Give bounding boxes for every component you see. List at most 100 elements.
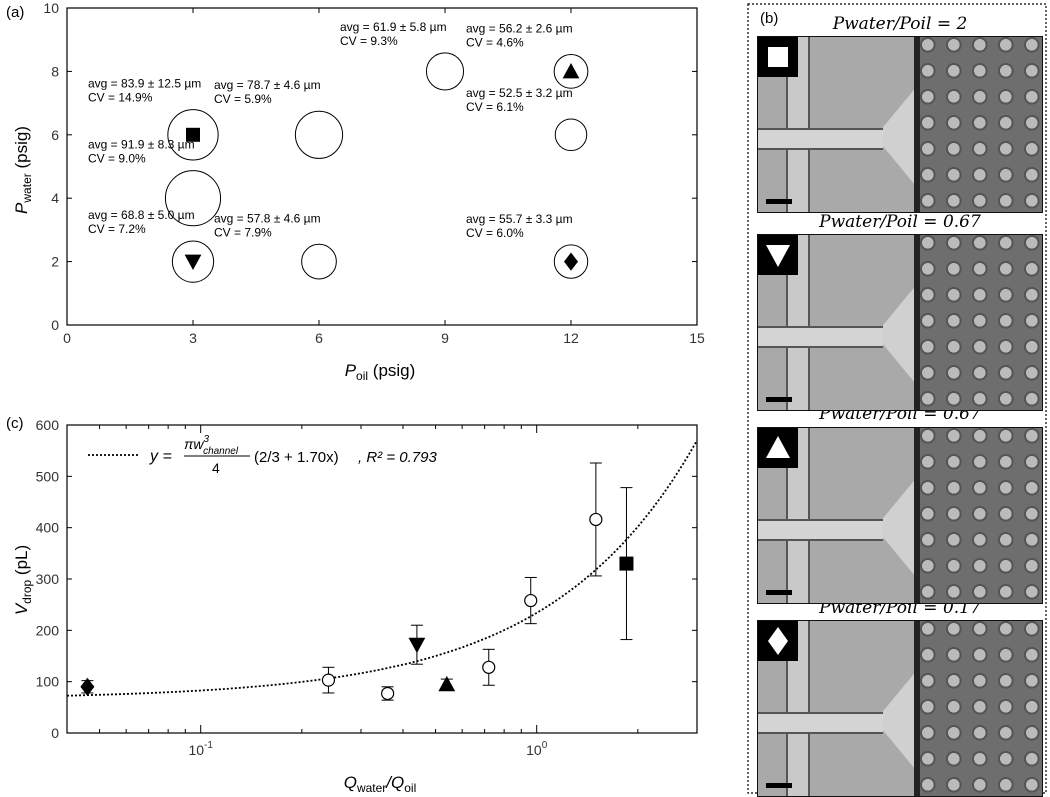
micrograph-4 [757, 620, 1043, 797]
up-triangle-point [438, 675, 456, 692]
circle-point [524, 593, 538, 608]
square-point [619, 556, 634, 571]
point-label: avg = 78.7 ± 4.6 µm [214, 78, 321, 92]
micrograph-2 [757, 234, 1043, 411]
legend-inner: (2/3 + 1.70x) [254, 449, 339, 466]
point-label: CV = 7.2% [88, 222, 146, 236]
down-triangle-marker-icon [766, 245, 790, 267]
point-label: avg = 61.9 ± 5.8 µm [340, 20, 447, 34]
y-tick-label: 300 [36, 571, 60, 587]
micrograph-title-2: Pwater/Poil = 0.67 [819, 212, 981, 232]
inlet-channel [786, 37, 811, 212]
point-label: avg = 83.9 ± 12.5 µm [88, 77, 201, 91]
point-label: CV = 5.9% [214, 92, 272, 106]
down-triangle-point [408, 637, 426, 654]
diamond-marker-icon [768, 627, 788, 655]
point-label: CV = 9.3% [340, 34, 398, 48]
panel-b-letter: (b) [760, 10, 779, 27]
up-triangle-marker-icon [766, 436, 790, 458]
y-tick-label: 600 [36, 417, 60, 433]
y-tick-label: 6 [51, 127, 59, 143]
x-tick-label: 0 [63, 330, 71, 346]
panel-c-xlabel-sub1: water [356, 781, 386, 795]
legend-numerator: πw3 channel [184, 434, 239, 457]
diamond-point [80, 677, 95, 696]
y-tick-label: 4 [51, 190, 59, 206]
panel-a: (a) 0 3 6 9 12 15 0 2 4 6 8 10 avg = 83.9 ± 12.5 µm… [6, 0, 705, 383]
panel-c-points [80, 462, 634, 701]
droplet-reservoir [914, 428, 1042, 603]
x-tick-label: 12 [563, 330, 579, 346]
y-tick-label: 200 [36, 622, 60, 638]
circle-point [589, 512, 603, 527]
x-tick-base: 10 [526, 742, 542, 758]
x-tick-label: 9 [441, 330, 449, 346]
droplet-circle [164, 170, 222, 227]
panel-a-ylabel: Pwater (psig) [12, 126, 34, 214]
inlet-channel [786, 428, 811, 603]
circle-point [482, 660, 496, 674]
up-triangle-marker [562, 63, 580, 79]
y-tick-label: 500 [36, 468, 60, 484]
square-marker [186, 127, 200, 142]
water-channel [758, 519, 883, 541]
water-channel [758, 712, 883, 734]
up-triangle-marker-badge [758, 428, 798, 468]
droplet-circle [425, 52, 465, 91]
panel-a-ticks: 0 3 6 9 12 15 0 2 4 6 8 10 [43, 0, 705, 346]
point-label: avg = 91.9 ± 8.3 µm [88, 138, 195, 152]
down-triangle-marker [184, 254, 202, 270]
x-tick-label: 6 [315, 330, 323, 346]
nozzle [882, 287, 915, 382]
inlet-channel [786, 621, 811, 796]
panel-a-ylabel-sub: water [20, 173, 34, 203]
square-marker-icon [768, 47, 788, 67]
water-channel [758, 326, 883, 348]
diamond-marker [564, 252, 578, 271]
legend-num: πw [184, 436, 204, 452]
panel-c-xlabel-sub2: oil [404, 781, 416, 795]
nozzle [882, 480, 915, 575]
x-tick-label: 100 [526, 740, 548, 758]
legend-subscript: channel [203, 446, 239, 457]
panel-a-xlabel: Poil (psig) [345, 361, 416, 383]
nozzle [882, 673, 915, 768]
y-tick-label: 100 [36, 674, 60, 690]
circle-point [321, 673, 336, 687]
point-label: CV = 6.1% [466, 100, 524, 114]
scale-bar [766, 397, 792, 402]
point-label: CV = 7.9% [214, 225, 272, 239]
water-channel [758, 128, 883, 150]
panel-a-xlabel-unit: (psig) [368, 361, 415, 380]
panel-c-ylabel: Vdrop (pL) [12, 545, 34, 615]
panel-c-ylabel-main: V [12, 602, 31, 615]
x-tick-exponent: -1 [204, 740, 213, 751]
droplet-reservoir [914, 621, 1042, 796]
square-marker-badge [758, 37, 798, 77]
x-tick-label: 10-1 [188, 740, 213, 758]
panel-c-xlabel: Qwater/Qoil [344, 773, 417, 795]
droplet-reservoir [914, 37, 1042, 212]
y-tick-label: 10 [43, 0, 59, 16]
scale-bar [766, 590, 792, 595]
micrograph-3 [757, 427, 1043, 604]
panel-a-xlabel-sub: oil [356, 369, 368, 383]
point-label: avg = 55.7 ± 3.3 µm [466, 212, 573, 226]
point-label: avg = 56.2 ± 2.6 µm [466, 22, 573, 36]
y-tick-label: 2 [51, 254, 59, 270]
x-tick-exponent: 0 [542, 740, 548, 751]
circle-point [381, 686, 395, 701]
inlet-channel [786, 235, 811, 410]
legend-sup: 3 [204, 434, 210, 445]
point-label: CV = 6.0% [466, 226, 524, 240]
x-tick-base: 10 [188, 742, 204, 758]
y-tick-label: 400 [36, 520, 60, 536]
x-tick-label: 15 [689, 330, 705, 346]
scale-bar [766, 783, 792, 788]
panel-a-frame [66, 7, 698, 326]
point-label: avg = 52.5 ± 3.2 µm [466, 86, 573, 100]
point-label: CV = 9.0% [88, 152, 146, 166]
panel-c-letter: (c) [6, 415, 24, 432]
